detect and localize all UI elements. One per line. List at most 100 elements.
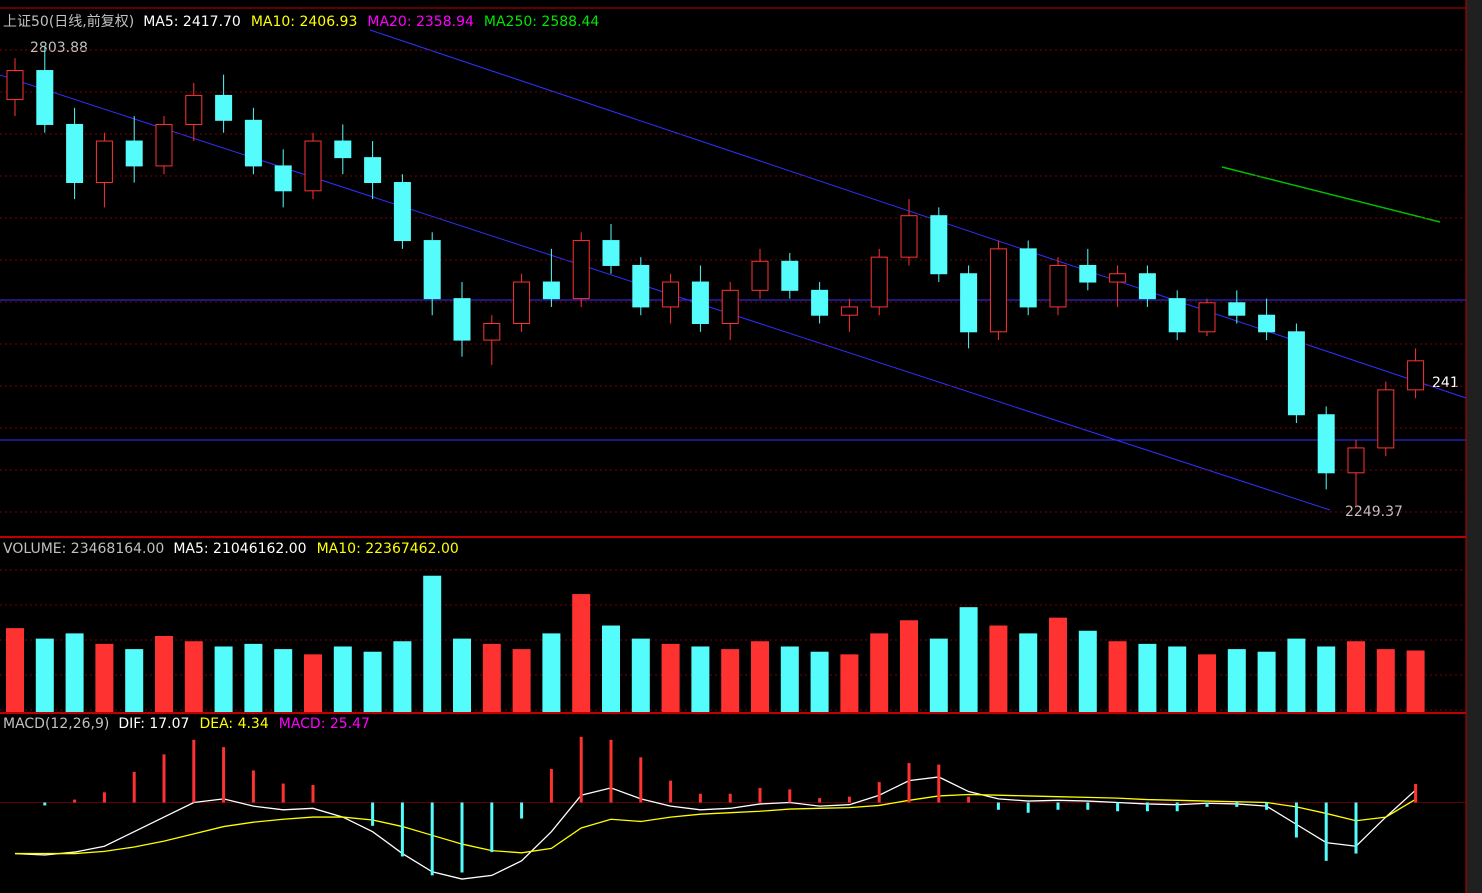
candle-body	[1407, 360, 1425, 391]
candle-body	[6, 70, 24, 101]
volume-bar	[423, 575, 442, 712]
volume-bar	[900, 620, 918, 712]
candle-body	[185, 94, 203, 125]
low-label: 2249.37	[1345, 504, 1403, 520]
volume-bar	[214, 646, 233, 712]
candle-body	[483, 323, 501, 341]
volume-bar	[542, 633, 561, 712]
candle-body	[900, 215, 918, 258]
last-price-label: 241	[1432, 375, 1459, 391]
volume-bar	[1406, 650, 1425, 712]
volume-bar	[1227, 649, 1246, 712]
volume-bar	[1198, 654, 1216, 712]
candle-body	[840, 306, 858, 316]
candle-body	[542, 281, 560, 300]
volume-bar	[1257, 651, 1276, 712]
volume-bar	[691, 646, 710, 712]
candle-body	[215, 94, 233, 121]
volume-bar	[631, 638, 650, 712]
candle-body	[36, 70, 54, 125]
volume-bar	[155, 636, 173, 712]
candle-body	[1347, 447, 1365, 474]
candle-body	[1138, 273, 1156, 300]
candle-body	[1228, 302, 1246, 316]
candle-body	[1377, 389, 1395, 449]
legend-entry: MA250: 2588.44	[484, 14, 600, 30]
candle-body	[1019, 248, 1037, 308]
volume-bar	[1049, 617, 1067, 712]
candle-body	[423, 240, 441, 300]
volume-bar	[721, 649, 740, 712]
candle-body	[393, 182, 411, 242]
candle-body	[66, 123, 84, 184]
legend-entry: MA20: 2358.94	[367, 14, 474, 30]
volume-bar	[840, 654, 859, 712]
volume-bar	[1108, 641, 1127, 712]
volume-bar	[602, 625, 620, 712]
legend-entry: MA10: 2406.93	[251, 14, 358, 30]
volume-bar	[1019, 633, 1038, 712]
volume-bar	[6, 628, 24, 712]
volume-bar	[959, 607, 978, 712]
candle-body	[721, 289, 739, 325]
candle-body	[1079, 264, 1097, 283]
volume-bar	[929, 638, 948, 712]
volume-bar	[1376, 649, 1395, 712]
volume-bar	[780, 646, 799, 712]
candle-body	[304, 140, 322, 192]
legend-entry: MACD: 25.47	[279, 716, 370, 732]
volume-bar	[870, 633, 889, 712]
legend-entry: DIF: 17.07	[118, 716, 189, 732]
candle-body	[1168, 298, 1186, 333]
legend-entry: DEA: 4.34	[199, 716, 268, 732]
volume-bar	[1078, 630, 1097, 712]
ma250-line	[1221, 166, 1441, 223]
volume-bar	[363, 651, 382, 712]
volume-bar	[1168, 646, 1187, 712]
candle-body	[989, 248, 1007, 333]
candle-body	[1287, 331, 1305, 416]
volume-bar	[393, 641, 412, 712]
candle-body	[960, 273, 978, 333]
candle-body	[244, 119, 262, 167]
candle-body	[1109, 273, 1127, 283]
volume-bar	[661, 643, 680, 712]
candle-body	[364, 157, 382, 184]
candle-body	[1258, 314, 1276, 333]
candle-body	[1317, 414, 1335, 474]
volume-bar	[274, 649, 293, 712]
candle-body	[930, 215, 948, 275]
candle-body	[1049, 264, 1067, 308]
candle-body	[751, 260, 769, 291]
candle-body	[274, 165, 292, 192]
volume-bar	[35, 638, 54, 712]
chart-title: 上证50(日线,前复权)	[3, 13, 134, 30]
macd-title: MACD(12,26,9)	[3, 716, 109, 732]
macd-line	[14, 776, 1417, 880]
candle-body	[513, 281, 531, 325]
volume-bar	[125, 649, 144, 712]
candle-body	[155, 123, 173, 167]
candle-body	[811, 289, 829, 316]
candle-body	[632, 264, 650, 308]
volume-bar	[810, 651, 829, 712]
legend-entry: MA5: 2417.70	[143, 14, 241, 30]
candle-body	[691, 281, 709, 325]
volume-bar	[244, 643, 263, 712]
candle-body	[125, 140, 143, 167]
volume-bar	[751, 641, 769, 712]
volume-bar	[572, 594, 591, 712]
volume-bar	[65, 633, 84, 712]
volume-bar	[989, 625, 1008, 712]
candle-body	[334, 140, 352, 159]
volume-bar	[1287, 638, 1306, 712]
volume-bar	[184, 641, 203, 712]
candle-body	[1198, 302, 1216, 333]
volume-title: VOLUME: 23468164.00	[3, 541, 164, 557]
candle-body	[781, 260, 799, 291]
volume-bar	[304, 654, 322, 712]
volume-bar	[95, 643, 114, 712]
volume-bar	[1138, 643, 1157, 712]
candle-body	[453, 298, 471, 341]
volume-bar	[1317, 646, 1336, 712]
